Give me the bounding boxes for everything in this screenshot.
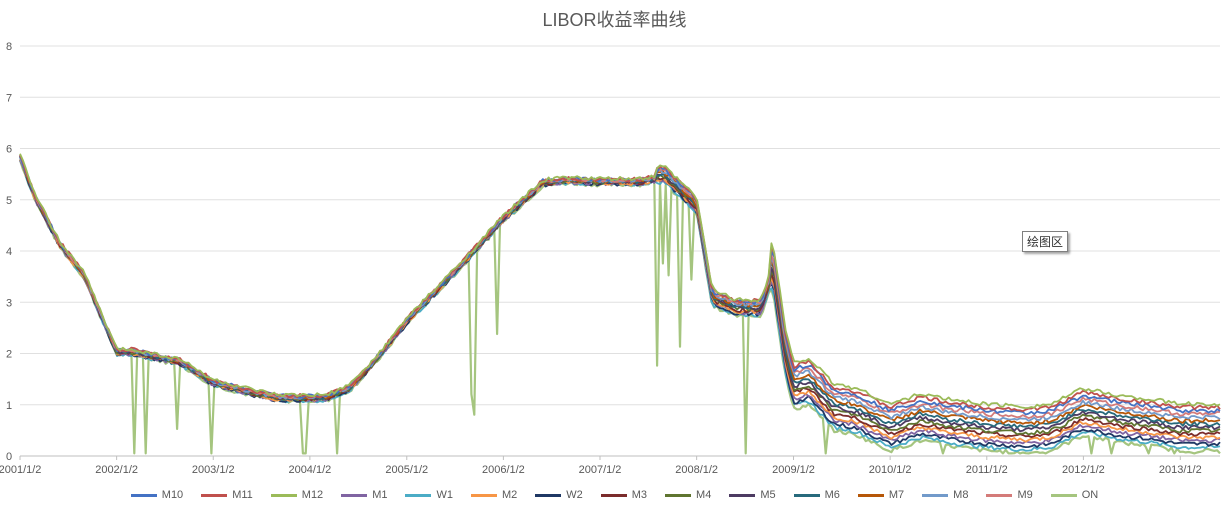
legend-item-m1[interactable]: M1 <box>341 489 387 501</box>
series-line-w2 <box>19 159 1221 449</box>
plot-area-tooltip: 绘图区 <box>1022 231 1069 252</box>
legend-item-m8[interactable]: M8 <box>922 489 968 501</box>
y-tick-label: 6 <box>6 144 12 156</box>
legend-label: W1 <box>436 489 453 501</box>
legend-item-m3[interactable]: M3 <box>600 489 648 501</box>
x-tick-label: 2011/1/2 <box>966 464 1008 476</box>
series-line-m3 <box>19 156 1221 438</box>
x-tick-label: 2001/1/2 <box>0 464 41 476</box>
legend-swatch <box>470 493 497 497</box>
legend-label: M12 <box>301 489 324 501</box>
x-tick-label: 2007/1/2 <box>579 464 622 476</box>
y-tick-label: 3 <box>6 297 12 309</box>
legend-item-m9[interactable]: M9 <box>986 489 1033 501</box>
legend-label: M1 <box>372 489 388 501</box>
series-line-on <box>18 159 1221 455</box>
series-line-m6 <box>19 155 1221 429</box>
y-tick-label: 8 <box>6 41 12 53</box>
y-tick-label: 7 <box>6 92 12 104</box>
x-tick-label: 2005/1/2 <box>385 464 428 476</box>
legend-item-m6[interactable]: M6 <box>793 489 840 501</box>
legend-swatch <box>1050 493 1077 497</box>
legend-swatch <box>600 493 627 497</box>
legend-swatch <box>405 493 432 497</box>
y-tick-label: 4 <box>6 246 12 258</box>
legend-item-m12[interactable]: M12 <box>270 489 324 501</box>
legend-label: W2 <box>566 489 583 501</box>
legend-item-w1[interactable]: W1 <box>405 489 453 501</box>
legend-label: M4 <box>696 489 712 501</box>
legend-item-m5[interactable]: M5 <box>729 489 776 501</box>
legend-swatch <box>665 493 692 497</box>
legend-swatch <box>130 493 157 497</box>
y-tick-label: 1 <box>6 400 12 412</box>
x-tick-label: 2010/1/2 <box>869 464 912 476</box>
chart-legend: M10 M11 M12 M1 W1 M2 W2 M3 M4 M5 M6 M7 M8 M9 ON <box>0 489 1229 501</box>
x-tick-label: 2004/1/2 <box>288 464 331 476</box>
legend-item-m11[interactable]: M11 <box>201 489 253 501</box>
legend-label: M6 <box>824 489 840 501</box>
y-tick-label: 2 <box>6 349 12 361</box>
legend-label: ON <box>1081 489 1099 501</box>
legend-label: M10 <box>161 489 184 501</box>
y-tick-label: 5 <box>6 195 12 207</box>
x-tick-label: 2013/1/2 <box>1159 464 1202 476</box>
legend-label: M2 <box>501 489 518 501</box>
legend-item-on[interactable]: ON <box>1050 489 1099 501</box>
legend-item-w2[interactable]: W2 <box>535 489 583 501</box>
series-line-m12 <box>19 153 1221 409</box>
legend-label: M3 <box>631 489 648 501</box>
legend-swatch <box>857 493 884 497</box>
legend-swatch <box>986 493 1013 497</box>
x-tick-label: 2008/1/2 <box>675 464 718 476</box>
legend-label: M11 <box>232 489 253 501</box>
legend-swatch <box>201 493 228 497</box>
x-tick-label: 2003/1/2 <box>192 464 235 476</box>
legend-swatch <box>793 493 820 497</box>
legend-label: M7 <box>888 489 905 501</box>
series-line-m7 <box>19 155 1221 426</box>
x-tick-label: 2002/1/2 <box>95 464 138 476</box>
x-tick-label: 2006/1/2 <box>482 464 525 476</box>
legend-item-m10[interactable]: M10 <box>130 489 184 501</box>
series-line-m4 <box>19 156 1221 436</box>
legend-item-m2[interactable]: M2 <box>470 489 518 501</box>
x-tick-label: 2012/1/2 <box>1062 464 1105 476</box>
legend-swatch <box>535 493 562 497</box>
legend-label: M8 <box>953 489 969 501</box>
legend-item-m4[interactable]: M4 <box>665 489 711 501</box>
y-tick-label: 0 <box>6 451 12 463</box>
legend-swatch <box>729 493 756 497</box>
series-line-m8 <box>19 157 1221 422</box>
chart-title: LIBOR收益率曲线 <box>542 10 687 30</box>
legend-swatch <box>922 493 949 497</box>
legend-swatch <box>341 493 368 497</box>
legend-label: M9 <box>1017 489 1033 501</box>
legend-item-m7[interactable]: M7 <box>857 489 905 501</box>
legend-label: M5 <box>760 489 776 501</box>
x-tick-label: 2009/1/2 <box>772 464 815 476</box>
series-line-m2 <box>19 158 1221 443</box>
legend-swatch <box>270 493 297 497</box>
series-line-m5 <box>19 155 1221 433</box>
